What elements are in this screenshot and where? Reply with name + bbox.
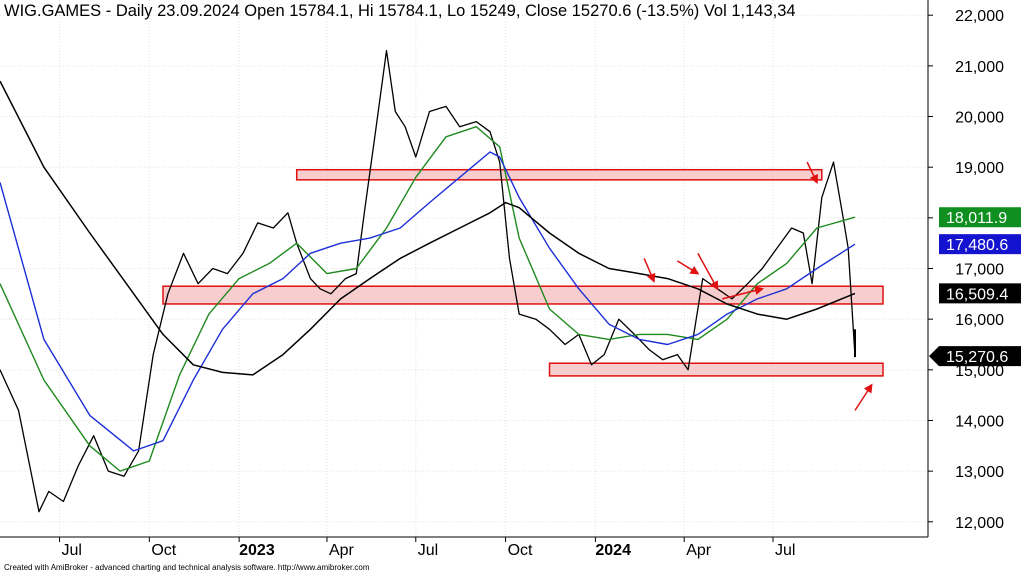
annotation-arrow	[676, 260, 700, 275]
y-tick-label: 21,000	[955, 59, 1004, 76]
badge-label: 18,011.9	[946, 210, 1007, 227]
badge-label: 17,480.6	[946, 237, 1008, 254]
y-tick-label: 13,000	[955, 464, 1004, 481]
annotation-arrow	[854, 383, 873, 411]
x-tick-label: 2024	[595, 542, 631, 559]
value-badge	[939, 234, 1021, 255]
x-axis-labels: Jul Oct 2023 Apr Jul Oct 2024 Apr Jul	[62, 542, 796, 559]
x-tick-label: Oct	[508, 542, 533, 559]
chart-title: WIG.GAMES - Daily 23.09.2024 Open 15784.…	[4, 2, 796, 20]
x-tick-label: Jul	[62, 542, 82, 559]
y-tick-label: 16,000	[955, 312, 1004, 329]
axes	[0, 0, 933, 542]
series-line-ma_black	[0, 80, 856, 376]
value-badge	[939, 207, 1021, 228]
badge-label: 16,509.4	[946, 286, 1008, 303]
last-price-badge	[929, 346, 1021, 367]
x-tick-label: Oct	[151, 542, 176, 559]
y-tick-label: 14,000	[955, 413, 1004, 430]
y-tick-label: 19,000	[955, 160, 1004, 177]
annotation-arrow	[697, 252, 719, 291]
y-tick-label: 20,000	[955, 110, 1004, 127]
price-zone	[162, 285, 884, 305]
x-tick-label: Apr	[686, 542, 712, 559]
y-tick-label: 15,000	[955, 363, 1004, 380]
y-tick-label: 12,000	[955, 515, 1004, 532]
value-badge	[939, 283, 1021, 304]
series-line-ma_green	[0, 125, 856, 472]
x-tick-label: Apr	[329, 542, 355, 559]
grid-lines	[0, 0, 928, 537]
x-tick-label: Jul	[775, 542, 795, 559]
y-axis-labels: 12,00013,00014,00015,00016,00017,00018,0…	[955, 8, 1004, 532]
badge-label: 15,270.6	[946, 349, 1008, 366]
value-badges: 18,011.9 17,480.6 16,509.4 15,270.6	[929, 207, 1021, 367]
x-tick-label: 2023	[239, 542, 275, 559]
annotation-arrow	[806, 161, 818, 184]
series-line-ma_blue	[0, 151, 856, 452]
x-tick-label: Jul	[418, 542, 438, 559]
footer-credit: Created with AmiBroker - advanced charti…	[4, 563, 370, 572]
plot-background	[0, 0, 928, 537]
annotation-arrow	[643, 258, 656, 283]
annotation-arrow	[722, 286, 765, 300]
annotation-arrows	[643, 161, 873, 411]
price-zone	[295, 168, 823, 181]
y-tick-label: 22,000	[955, 8, 1004, 25]
price-zone	[548, 362, 884, 377]
y-tick-label: 17,000	[955, 262, 1004, 279]
